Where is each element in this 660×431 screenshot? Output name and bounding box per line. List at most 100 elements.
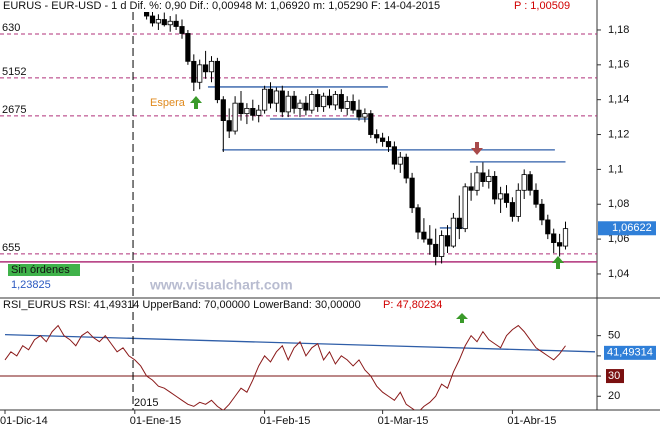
level-label: 2675 bbox=[2, 104, 26, 116]
candle-body bbox=[456, 217, 462, 230]
candle-body bbox=[191, 60, 197, 83]
candle-body bbox=[539, 203, 545, 221]
rsi-line bbox=[4, 324, 566, 410]
candle-body bbox=[303, 102, 309, 111]
rsi-value-label: 41,49314 bbox=[607, 347, 653, 359]
candle-body bbox=[397, 156, 403, 165]
buy-arrow bbox=[190, 96, 202, 109]
y-tick-label: 1,16 bbox=[608, 59, 629, 71]
rsi-header-price: P: 47,80234 bbox=[383, 299, 442, 311]
candle-body bbox=[291, 95, 297, 109]
candle-body bbox=[433, 243, 439, 257]
y-tick-label: 1,1 bbox=[608, 163, 623, 175]
candle-body bbox=[273, 90, 280, 104]
candle-body bbox=[515, 189, 521, 217]
candle-body bbox=[214, 60, 220, 101]
sell-arrow bbox=[471, 142, 483, 155]
candle-body bbox=[391, 146, 398, 165]
candle-body bbox=[562, 228, 569, 247]
y-tick-label: 30 bbox=[608, 370, 620, 382]
candle-body bbox=[250, 107, 256, 116]
candle-body bbox=[545, 219, 551, 235]
candle-body bbox=[297, 102, 303, 109]
candle-body bbox=[374, 134, 380, 139]
candle-body bbox=[450, 217, 457, 247]
candle-body bbox=[202, 64, 209, 73]
candle-body bbox=[551, 233, 557, 243]
candle-body bbox=[427, 238, 433, 245]
x-tick-label: 01-Feb-15 bbox=[260, 415, 311, 427]
candle-body bbox=[279, 90, 285, 113]
main-header-price: P : 1,00509 bbox=[514, 0, 570, 12]
candle-body bbox=[350, 101, 356, 111]
orders-box bbox=[8, 264, 80, 276]
candle-body bbox=[421, 231, 427, 240]
candle-body bbox=[197, 64, 203, 83]
orders-value: 1,23825 bbox=[11, 279, 51, 291]
last-price-box bbox=[598, 221, 656, 236]
candle-body bbox=[444, 235, 451, 247]
candle-body bbox=[261, 88, 268, 111]
candle-body bbox=[185, 33, 191, 62]
candle-body bbox=[533, 189, 539, 205]
candle-body bbox=[338, 94, 344, 109]
candle-body bbox=[326, 95, 333, 106]
y-tick-label: 1,14 bbox=[608, 94, 629, 106]
watermark: www.visualchart.com bbox=[149, 277, 293, 293]
y-tick-label: 20 bbox=[608, 390, 620, 402]
candle-body bbox=[362, 113, 368, 118]
candle-body bbox=[173, 20, 179, 27]
candle-body bbox=[521, 174, 527, 191]
candle-body bbox=[368, 113, 374, 135]
candle-body bbox=[220, 99, 226, 121]
annotation: Espera bbox=[150, 97, 186, 109]
candle-body bbox=[474, 172, 480, 191]
candle-body bbox=[149, 15, 156, 24]
candle-body bbox=[462, 186, 468, 230]
candle-body bbox=[415, 207, 421, 233]
candle-body bbox=[267, 88, 274, 104]
candle-body bbox=[244, 107, 250, 115]
band-box bbox=[606, 369, 624, 384]
y-tick-label: 1,18 bbox=[608, 24, 629, 36]
candle-body bbox=[379, 137, 386, 142]
rsi-panel bbox=[0, 324, 597, 410]
candle-body bbox=[167, 20, 173, 26]
main-panel bbox=[0, 12, 597, 266]
x-tick-label: 01-Ene-15 bbox=[130, 415, 181, 427]
last-price-label: 1,06622 bbox=[612, 222, 652, 234]
candle-body bbox=[497, 193, 504, 200]
candle-body bbox=[557, 242, 563, 247]
level-label: 655 bbox=[2, 242, 20, 254]
year-label: 2015 bbox=[134, 397, 158, 409]
candle-body bbox=[232, 102, 238, 132]
candle-body bbox=[320, 95, 327, 108]
candle-body bbox=[409, 177, 415, 209]
x-tick-label: 01-Abr-15 bbox=[507, 415, 556, 427]
candle-body bbox=[527, 174, 533, 191]
candle-body bbox=[438, 235, 445, 257]
candle-body bbox=[309, 94, 315, 111]
candle-body bbox=[486, 175, 492, 182]
candle-body bbox=[356, 109, 362, 118]
candle-body bbox=[238, 102, 244, 115]
candle-body bbox=[285, 95, 291, 113]
candle-body bbox=[492, 175, 498, 200]
candle-body bbox=[344, 101, 350, 109]
y-tick-label: 1,04 bbox=[608, 268, 629, 280]
buy-arrow bbox=[552, 256, 564, 269]
y-tick-label: 1,12 bbox=[608, 128, 629, 140]
rsi-header: RSI_EURUS RSI: 41,49314 UpperBand: 70,00… bbox=[3, 299, 361, 311]
x-tick-label: 01-Mar-15 bbox=[378, 415, 429, 427]
candle-body bbox=[468, 186, 474, 191]
y-tick-label: 50 bbox=[608, 330, 620, 342]
candle-body bbox=[509, 202, 516, 217]
rsi-value-box bbox=[604, 345, 656, 360]
rsi-arrow bbox=[456, 313, 468, 323]
overlay: 1,18 1,16 1,14 1,12 1,1 1,08 1,06 1,04 630 5152 26… bbox=[0, 12, 656, 427]
level-label: 5152 bbox=[2, 66, 26, 78]
main-header: EURUS - EUR-USD - 1 d Dif. %: 0,90 Dif.:… bbox=[3, 0, 440, 12]
candle-body bbox=[403, 156, 409, 179]
